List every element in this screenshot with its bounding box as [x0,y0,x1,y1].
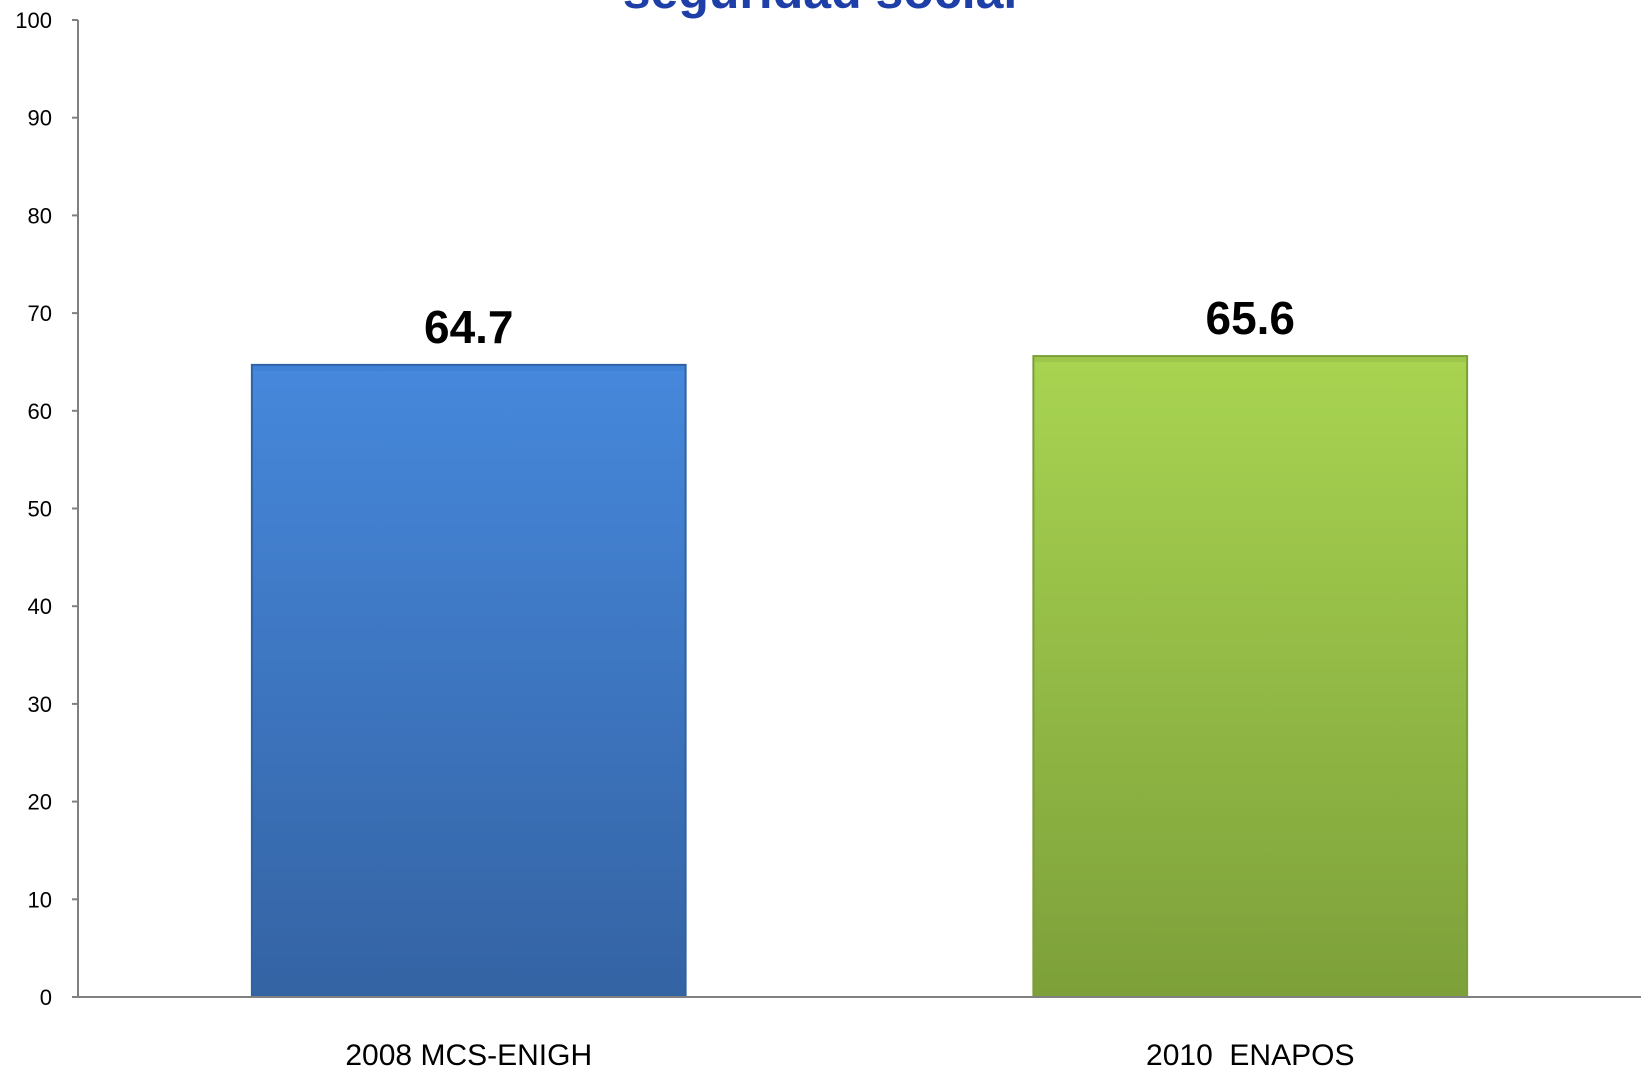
x-tick-label: 2010 ENAPOS [1146,1039,1354,1070]
x-tick-label: 2008 MCS-ENIGH [345,1039,592,1070]
bar-group: 64.7 [250,301,687,999]
bar-highlight [1034,357,1467,363]
bars: 64.7 65.6 [250,292,1469,999]
y-tick-label: 20 [28,790,52,815]
y-tick-label: 70 [28,301,52,326]
chart-title: seguridad social [623,0,1018,19]
bar-group: 65.6 [1032,292,1469,998]
bar-highlight [252,365,685,371]
y-tick-label: 10 [28,887,52,912]
y-tick-label: 80 [28,203,52,228]
y-axis: 0 10 20 30 40 50 60 70 80 90 100 [15,8,79,1010]
y-tick-label: 100 [15,8,52,33]
bar [1032,355,1469,998]
y-tick-label: 90 [28,106,52,131]
data-label: 65.6 [1205,292,1295,344]
y-tick-label: 50 [28,497,52,522]
y-tick-label: 60 [28,399,52,424]
y-tick-label: 30 [28,692,52,717]
y-tick-label: 40 [28,594,52,619]
x-axis: 2008 MCS-ENIGH 2010 ENAPOS [78,996,1641,1070]
y-tick-label: 0 [40,985,52,1010]
data-label: 64.7 [424,301,514,353]
bar [250,363,687,999]
